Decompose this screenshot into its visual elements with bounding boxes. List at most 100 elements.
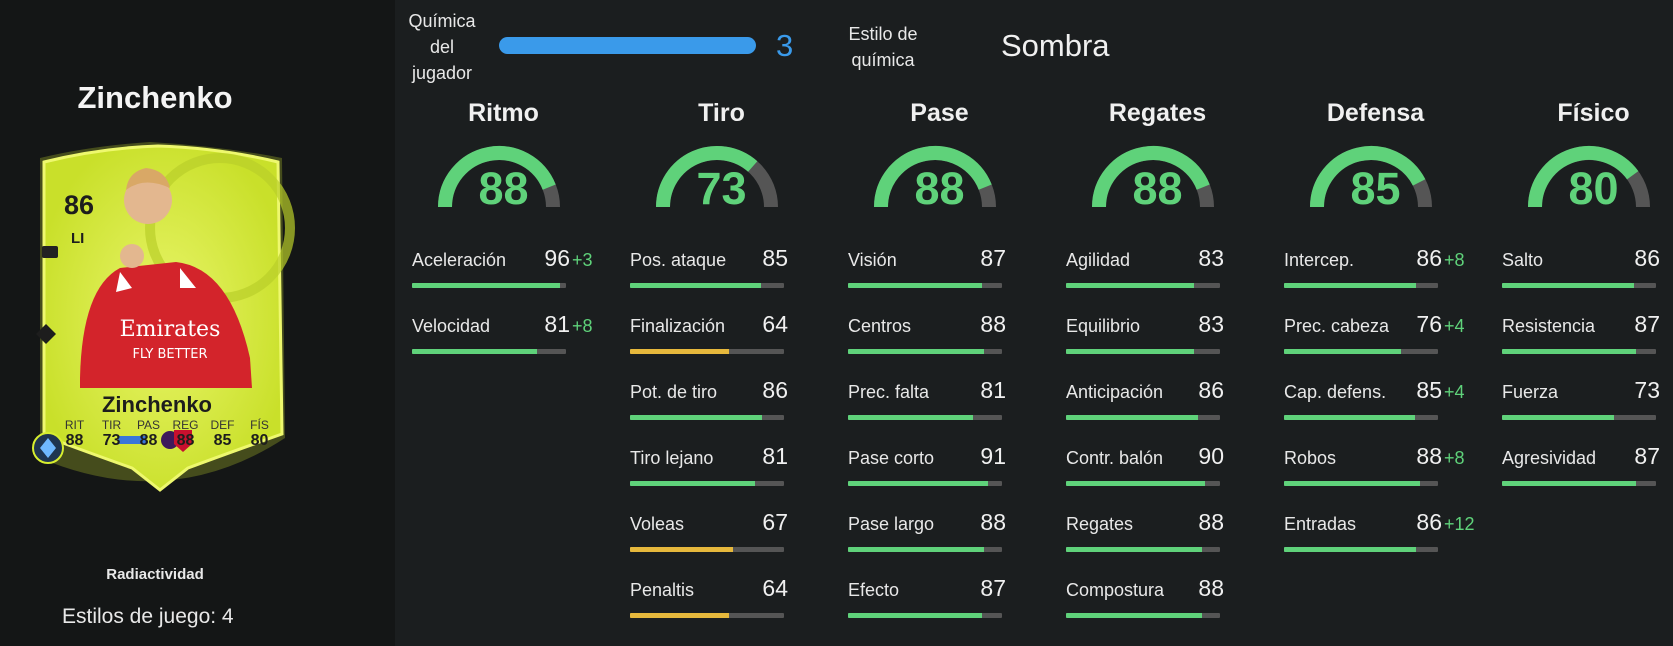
stat-bar-fill [1066,415,1199,420]
stat-boost: +8 [572,316,593,336]
stat-name: Finalización [630,316,726,336]
stat-row[interactable]: Penaltis 64 [630,575,840,640]
card-stat-label: DEF [210,418,235,432]
player-name-title: Zinchenko [77,80,233,115]
stat-name: Contr. balón [1066,448,1164,468]
stat-row[interactable]: Pase largo 88 [848,509,1058,574]
stat-value: 81 [762,443,788,469]
stat-bar-track [1284,283,1438,288]
rarity-label: Radiactividad [106,566,204,583]
stat-value: 88 [980,509,1006,535]
stat-row[interactable]: Agresividad 87 [1502,443,1673,508]
playstyles-count[interactable]: Estilos de juego: 4 [62,605,234,628]
card-background: Emirates FLY BETTER [32,142,295,492]
stat-row[interactable]: Fuerza 73 [1502,377,1673,442]
stat-row[interactable]: Resistencia 87 [1502,311,1673,376]
stat-row[interactable]: Pase corto 91 [848,443,1058,508]
stat-row[interactable]: Cap. defens. 85 +4 [1284,377,1494,442]
stat-boost: +3 [572,250,593,270]
stat-value: 86 [762,377,788,403]
stat-bar-track [1284,415,1438,420]
stat-row[interactable]: Prec. falta 81 [848,377,1058,442]
card-stat-value: 80 [250,432,269,449]
stat-row[interactable]: Equilibrio 83 [1066,311,1276,376]
club-badge [174,430,192,452]
stat-name: Prec. cabeza [1284,316,1390,336]
stat-bar-fill [1284,481,1420,486]
card-stat-label: FÍS [250,418,269,432]
stat-row[interactable]: Centros 88 [848,311,1058,376]
stat-bar-fill [412,349,537,354]
stat-row[interactable]: Tiro lejano 81 [630,443,840,508]
card-stat-label: PAS [136,418,161,432]
stat-bar-track [1066,481,1220,486]
stat-name: Pase corto [848,448,935,468]
stat-value: 86 [1416,245,1442,271]
category-value: 88 [1132,163,1183,214]
stat-value: 88 [1198,509,1224,535]
evolution-badge [36,324,56,344]
stat-row[interactable]: Visión 87 [848,245,1058,310]
stat-row[interactable]: Aceleración 96 +3 [412,245,622,310]
stat-bar-fill [848,415,973,420]
stat-bar-fill [1284,283,1417,288]
stat-row[interactable]: Salto 86 [1502,245,1673,310]
category-gauge [1092,146,1214,208]
stat-bar-track [630,415,784,420]
stat-row[interactable]: Regates 88 [1066,509,1276,574]
stat-boost: +4 [1444,382,1465,402]
stat-bar-track [412,349,566,354]
stat-bar-fill [1066,283,1194,288]
stat-name: Pot. de tiro [630,382,718,402]
stat-row[interactable]: Velocidad 81 +8 [412,311,622,376]
card-rating: 86 [64,190,95,220]
stat-value: 86 [1416,509,1442,535]
category-gauge [438,146,560,208]
stat-row[interactable]: Pos. ataque 85 [630,245,840,310]
gauge-fill [438,146,556,208]
stat-name: Agilidad [1066,250,1131,270]
card-stat: FÍS 80 [241,418,278,450]
stat-bar-track [1066,349,1220,354]
stat-boost: +8 [1444,448,1465,468]
stat-name: Entradas [1284,514,1357,534]
stat-name: Efecto [848,580,900,600]
stat-bar-fill [848,481,989,486]
stat-row[interactable]: Voleas 67 [630,509,840,574]
stat-row[interactable]: Entradas 86 +12 [1284,509,1494,574]
stat-bar-fill [630,415,763,420]
stat-row[interactable]: Agilidad 83 [1066,245,1276,310]
stat-bar-fill [1284,415,1415,420]
stat-row[interactable]: Contr. balón 90 [1066,443,1276,508]
stat-bar-fill [630,613,729,618]
stat-name: Salto [1502,250,1544,270]
stat-row[interactable]: Finalización 64 [630,311,840,376]
stat-bar-fill [1502,481,1636,486]
stat-name: Equilibrio [1066,316,1141,336]
stat-bar-track [1066,283,1220,288]
stat-row[interactable]: Prec. cabeza 76 +4 [1284,311,1494,376]
player-chemistry-label: Química del jugador [402,8,482,86]
card-stat-grid: RIT 88 TIR 73 PAS 88 REG 88 DEF 85 FÍS 80 [56,418,288,450]
chemistry-style-value[interactable]: Sombra [1001,28,1110,63]
stat-bar-fill [848,613,982,618]
player-card[interactable]: Emirates FLY BETTER 86 LI Zinchenko RIT 8… [20,138,310,518]
stat-value: 85 [762,245,788,271]
stat-bar-track [412,283,566,288]
stat-row[interactable]: Anticipación 86 [1066,377,1276,442]
stat-bar-track [1502,415,1656,420]
stat-row[interactable]: Efecto 87 [848,575,1058,640]
stat-value: 87 [980,245,1006,271]
player-card-panel: Zinchenko Emirates FLY BETTER [0,0,395,646]
gauge-fill [1092,146,1210,208]
stat-bar-fill [848,349,984,354]
stat-row[interactable]: Robos 88 +8 [1284,443,1494,508]
card-position: LI [71,230,85,247]
stat-row[interactable]: Pot. de tiro 86 [630,377,840,442]
chemistry-style-label: Estilo de química [833,21,933,73]
stat-value: 90 [1198,443,1224,469]
category-name: Regates [1108,99,1207,127]
nation-flag [118,436,146,444]
stat-row[interactable]: Intercep. 86 +8 [1284,245,1494,310]
stat-row[interactable]: Compostura 88 [1066,575,1276,640]
